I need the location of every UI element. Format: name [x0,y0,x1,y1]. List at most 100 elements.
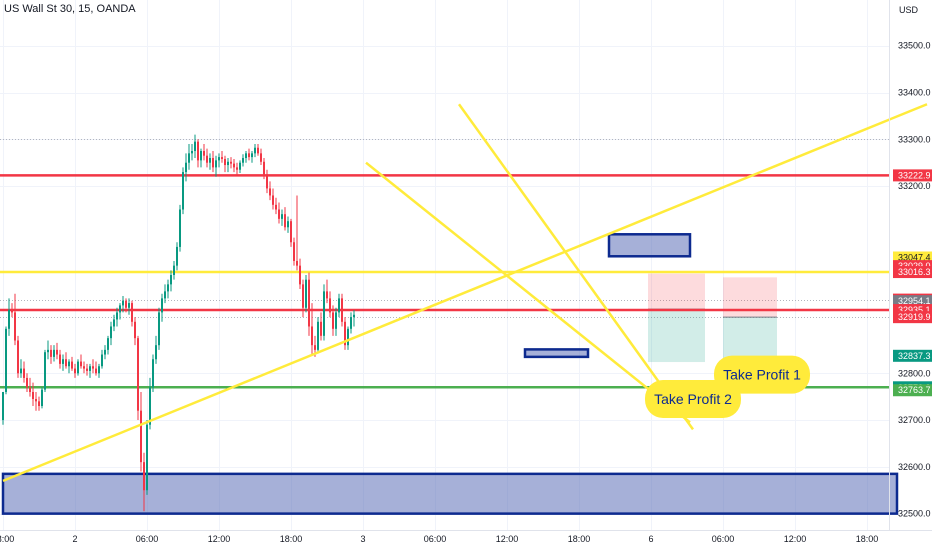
candle-body [125,300,127,308]
candle-body [68,361,70,367]
price-label-text: 32919.9 [898,312,931,322]
candle-body [128,303,130,308]
trend-lines [2,103,928,483]
candle-body [26,377,28,388]
candle-body [353,314,355,318]
candle-body [77,361,79,374]
price-tick-label: 32700.0 [898,415,931,425]
candle-body [224,158,226,166]
candle-body [17,340,19,374]
candle-body [92,366,94,369]
candle-body [347,328,349,346]
price-tick-label: 33200.0 [898,181,931,191]
candle-body [206,155,208,163]
candle-body [239,162,241,170]
candle-body [71,361,73,369]
candle-body [185,162,187,173]
candle-body [11,310,13,313]
candle-body [248,153,250,158]
candle-body [227,161,229,166]
candle-body [95,368,97,374]
candle-body [281,214,283,219]
candle-body [41,389,43,407]
time-axis[interactable]: 18:00 2 06:00 12:00 18:00 3 06:00 12:00 18:00 6 06… [0,534,878,544]
price-label-badge [893,311,932,324]
candle-body [245,153,247,159]
candle-body [236,167,238,170]
candle-body [122,300,124,306]
candle-body [164,291,166,299]
time-tick-label: 3 [360,534,365,544]
candle-body [107,338,109,350]
candle-body [98,366,100,374]
time-tick-label: 18:00 [568,534,591,544]
time-tick-label: 18:00 [280,534,303,544]
candle-body [323,291,325,336]
candle-body [182,172,184,210]
candle-body [221,157,223,159]
candle-body [191,151,193,154]
candle-body [86,368,88,371]
candle-body [161,298,163,313]
candle-body [23,368,25,378]
candle-body [2,391,4,421]
time-tick-label: 06:00 [424,534,447,544]
candle-body [170,275,172,285]
candle-body [344,321,346,346]
candle-body [116,312,118,320]
time-tick-label: 12:00 [784,534,807,544]
candle-body [8,310,10,329]
candle-body [137,338,139,411]
candle-body [188,153,190,163]
price-tick-label: 33300.0 [898,134,931,144]
candle-body [176,246,178,266]
time-tick-label: 6 [648,534,653,544]
candle-body [287,221,289,228]
candles [2,134,355,512]
price-tick-label: 32500.0 [898,509,931,519]
candle-body [338,298,340,313]
candle-body [251,153,253,158]
candle-body [272,195,274,205]
candle-body [89,366,91,371]
candle-body [242,158,244,163]
time-tick-label: 2 [72,534,77,544]
candle-body [332,312,334,329]
candle-body [194,141,196,152]
candle-body [173,265,175,275]
candle-body [140,410,142,463]
candle-body [32,391,34,399]
price-axis[interactable]: 33500.0 33400.0 33300.0 33200.0 32800.0 32700… [893,41,932,519]
candle-body [113,319,115,327]
time-tick-label: 12:00 [496,534,519,544]
candle-body [212,158,214,168]
price-label-badge [893,349,932,362]
price-tick-label: 32800.0 [898,368,931,378]
candle-body [260,153,262,162]
candle-body [254,147,256,154]
candle-body [158,312,160,346]
price-label-badge [893,169,932,182]
time-tick-label: 06:00 [712,534,735,544]
candle-body [104,349,106,355]
candle-body [152,359,154,388]
stop-loss-zone [648,273,705,310]
candle-body [47,349,49,353]
candle-body [131,303,133,322]
candle-body [83,366,85,369]
currency-label: USD [899,5,919,15]
candle-body [203,151,205,156]
candle-body [53,349,55,357]
candle-body [149,387,151,425]
candle-body [197,141,199,161]
candle-body [35,398,37,402]
candle-body [80,361,82,367]
candle-body [329,298,331,313]
callout-label: Take Profit 1 [723,367,801,383]
callout-bubble [645,379,741,418]
candle-body [65,359,67,367]
candle-body [314,345,316,350]
candle-body [167,284,169,292]
